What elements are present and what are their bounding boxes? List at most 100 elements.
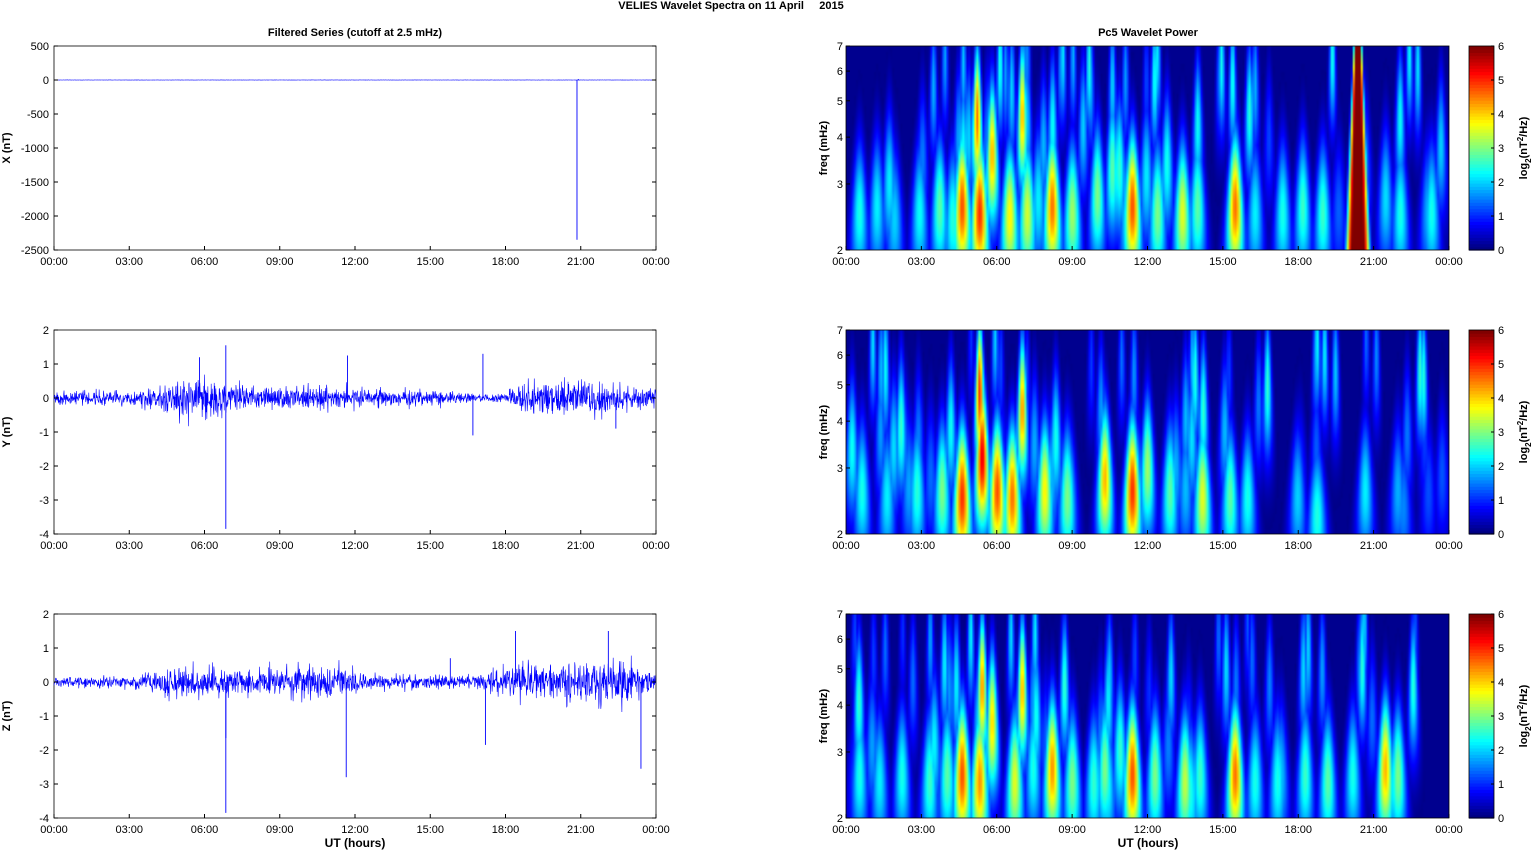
colorbar-swatch [1469,779,1494,784]
colorbar-swatch [1469,208,1494,213]
timeseries-ylabel: Z (nT) [1,700,13,731]
colorbar-swatch [1469,476,1494,481]
left-xlabel: UT (hours) [325,836,386,850]
timeseries-ytick-label: -3 [39,495,49,507]
timeseries-xtick-label: 21:00 [567,540,595,552]
timeseries-ytick-label: 0 [43,677,49,689]
colorbar-swatch [1469,620,1494,625]
timeseries-xtick-label: 12:00 [341,824,369,836]
wavelet-power-map [846,46,1449,250]
timeseries-panel-z: 210-1-2-3-400:00 03:00 06:00 09:00 12:00 15:0… [1,609,670,836]
colorbar-swatch [1469,377,1494,382]
colorbar-swatch [1469,345,1494,350]
colorbar-swatch [1469,502,1494,506]
timeseries-ytick-label: 1 [43,359,49,371]
colorbar-swatch [1469,521,1494,526]
timeseries-ylabel: X (nT) [1,132,13,163]
wavelet-xtick-label: 06:00 [983,540,1011,552]
timeseries-ytick-label: 0 [43,393,49,405]
wavelet-xtick-label: 15:00 [1209,540,1237,552]
colorbar-swatch [1469,234,1494,238]
timeseries-xtick-label: 18:00 [492,540,520,552]
colorbar-label: log2(nT2/Hz) [1516,116,1532,179]
colorbar-label: log2(nT2/Hz) [1516,684,1532,747]
wavelet-ytick-label: 4 [837,132,843,144]
timeseries-axes-y [53,329,657,535]
timeseries-xtick-label: 06:00 [191,824,219,836]
colorbar-swatch [1469,728,1494,733]
left-column-title: Filtered Series (cutoff at 2.5 mHz) [268,27,443,39]
timeseries-xtick-label: 00:00 [40,256,68,268]
colorbar-swatch [1469,684,1494,688]
wavelet-xtick-label: 06:00 [983,824,1011,836]
colorbar-swatch [1469,176,1494,181]
colorbar-tick-label: 5 [1498,643,1504,655]
timeseries-xtick-label: 00:00 [40,824,68,836]
colorbar-swatch [1469,735,1494,739]
colorbar-swatch [1469,192,1494,197]
colorbar-swatch [1469,802,1494,806]
colorbar-swatch [1469,179,1494,184]
colorbar-swatch [1469,665,1494,669]
colorbar-tick-label: 5 [1498,75,1504,87]
colorbar-swatch [1469,505,1494,510]
colorbar-swatch [1469,339,1494,344]
colorbar-swatch [1469,498,1494,503]
colorbar-swatch [1469,696,1494,701]
colorbar-swatch [1469,731,1494,736]
wavelet-xtick-label: 09:00 [1058,540,1086,552]
wavelet-power-map [846,330,1449,534]
colorbar-swatch [1469,432,1494,436]
colorbar-swatch [1469,71,1494,76]
colorbar-swatch [1469,530,1494,535]
colorbar-swatch [1469,58,1494,63]
colorbar-swatch [1469,103,1494,108]
colorbar-swatch [1469,467,1494,471]
colorbar-swatch [1469,425,1494,430]
colorbar-swatch [1469,151,1494,155]
colorbar-swatch [1469,428,1494,433]
colorbar-swatch [1469,90,1494,95]
colorbar-swatch [1469,463,1494,468]
timeseries-xtick-label: 00:00 [642,540,670,552]
right-xlabel: UT (hours) [1118,836,1179,850]
wavelet-ytick-label: 7 [837,41,843,53]
timeseries-ytick-label: 1 [43,643,49,655]
colorbar-swatch [1469,74,1494,79]
colorbar-tick-label: 3 [1498,427,1504,439]
timeseries-line-z [53,655,657,713]
colorbar-swatch [1469,46,1494,50]
colorbar-swatch [1469,189,1494,194]
timeseries-ytick-label: -4 [39,529,49,541]
colorbar-swatch [1469,495,1494,500]
colorbar-swatch [1469,336,1494,341]
colorbar-swatch [1469,84,1494,89]
colorbar-swatch [1469,741,1494,746]
colorbar-swatch [1469,655,1494,660]
wavelet-ytick-label: 6 [837,634,843,646]
colorbar-swatch [1469,144,1494,149]
colorbar-swatch [1469,422,1494,427]
colorbar-tick-label: 6 [1498,325,1504,337]
colorbar-swatch [1469,195,1494,200]
timeseries-xtick-label: 12:00 [341,540,369,552]
colorbar-swatch [1469,183,1494,187]
wavelet-xtick-label: 21:00 [1360,540,1388,552]
colorbar-swatch [1469,141,1494,146]
colorbar-swatch [1469,61,1494,66]
wavelet-ylabel: freq (mHz) [818,120,830,175]
timeseries-panel-y: 210-1-2-3-400:00 03:00 06:00 09:00 12:00 15:0… [1,325,670,552]
timeseries-ytick-label: 0 [43,75,49,87]
colorbar-swatch [1469,368,1494,373]
colorbar-swatch [1469,617,1494,621]
wavelet-xtick-label: 09:00 [1058,824,1086,836]
colorbar-swatch [1469,652,1494,657]
wavelet-ytick-label: 5 [837,380,843,392]
colorbar-swatch [1469,700,1494,704]
colorbar-label: log2(nT2/Hz) [1516,400,1532,463]
timeseries-ytick-label: -2 [39,745,49,757]
colorbar-swatch [1469,674,1494,679]
colorbar-swatch [1469,639,1494,644]
colorbar-swatch [1469,460,1494,465]
colorbar-swatch [1469,706,1494,711]
